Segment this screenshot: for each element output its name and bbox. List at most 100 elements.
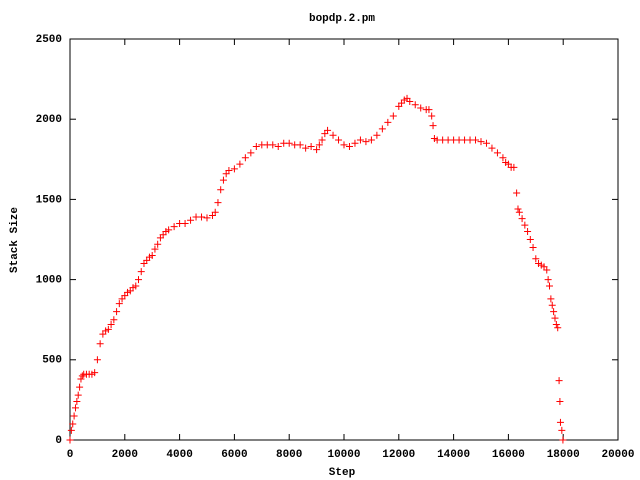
point [556, 398, 564, 406]
x-tick-label: 2000 [112, 449, 138, 461]
point [219, 176, 227, 184]
point [411, 101, 419, 109]
point [514, 205, 522, 213]
point [345, 142, 353, 150]
point [550, 308, 558, 316]
point [324, 126, 332, 134]
x-tick-label: 20000 [601, 449, 634, 461]
point [556, 418, 564, 426]
point [78, 372, 86, 380]
point [241, 154, 249, 162]
point [96, 340, 104, 348]
x-tick-label: 8000 [276, 449, 302, 461]
x-tick-label: 18000 [547, 449, 580, 461]
point [230, 165, 238, 173]
point [529, 244, 537, 252]
point [510, 163, 518, 171]
point [518, 215, 526, 223]
x-tick-label: 0 [67, 449, 74, 461]
x-tick-label: 6000 [221, 449, 247, 461]
point [351, 139, 359, 147]
point [515, 208, 523, 216]
point [389, 112, 397, 120]
point [524, 227, 532, 235]
point [198, 213, 206, 221]
point [225, 167, 233, 175]
point [554, 324, 562, 332]
point [551, 314, 559, 322]
point [181, 219, 189, 227]
point [76, 383, 84, 391]
point [236, 160, 244, 168]
point [558, 426, 566, 434]
point [335, 136, 343, 144]
point [493, 149, 501, 157]
y-tick-label: 0 [55, 435, 62, 447]
point [472, 136, 480, 144]
point [384, 118, 392, 126]
point [187, 216, 195, 224]
point [548, 301, 556, 309]
point [526, 236, 534, 243]
point [482, 139, 490, 147]
point [367, 136, 375, 144]
point [532, 255, 540, 263]
point [378, 125, 386, 133]
point [211, 208, 219, 216]
point [104, 325, 112, 333]
point [296, 141, 304, 149]
point [555, 377, 563, 385]
point [214, 199, 222, 207]
point [559, 436, 567, 444]
point [425, 106, 433, 114]
point [165, 226, 173, 234]
y-axis-label: Stack Size [9, 207, 21, 273]
point [247, 149, 255, 157]
x-tick-label: 10000 [327, 449, 360, 461]
point [203, 214, 211, 222]
x-axis-label: Step [329, 467, 356, 479]
point [488, 144, 496, 152]
point [302, 144, 310, 152]
x-tick-label: 4000 [166, 449, 192, 461]
point [217, 186, 225, 194]
x-tick-label: 16000 [492, 449, 525, 461]
point [73, 398, 81, 406]
point [546, 282, 553, 290]
point [69, 420, 77, 428]
point [71, 404, 79, 412]
y-tick-label: 500 [42, 355, 62, 367]
point [552, 321, 560, 329]
y-tick-label: 1000 [36, 275, 62, 287]
x-tick-label: 12000 [382, 449, 415, 461]
point [373, 131, 381, 139]
point [315, 141, 323, 149]
point [477, 138, 485, 146]
point [148, 252, 156, 260]
point [154, 240, 162, 248]
chart-title: bopdp.2.pm [309, 13, 375, 25]
point [313, 146, 321, 154]
point [67, 426, 75, 434]
point [362, 138, 370, 146]
point [499, 154, 507, 162]
point [417, 104, 425, 112]
point [74, 391, 82, 399]
y-tick-label: 1500 [36, 194, 62, 206]
point [428, 112, 436, 120]
point [252, 142, 260, 150]
point [107, 321, 115, 329]
point [329, 131, 337, 139]
y-tick-label: 2000 [36, 114, 62, 126]
point [77, 375, 85, 383]
point [544, 276, 552, 284]
point [429, 122, 437, 130]
point [285, 139, 293, 147]
point [132, 282, 140, 290]
point [307, 142, 315, 150]
point [274, 142, 282, 150]
point [406, 98, 414, 106]
point [135, 276, 142, 284]
